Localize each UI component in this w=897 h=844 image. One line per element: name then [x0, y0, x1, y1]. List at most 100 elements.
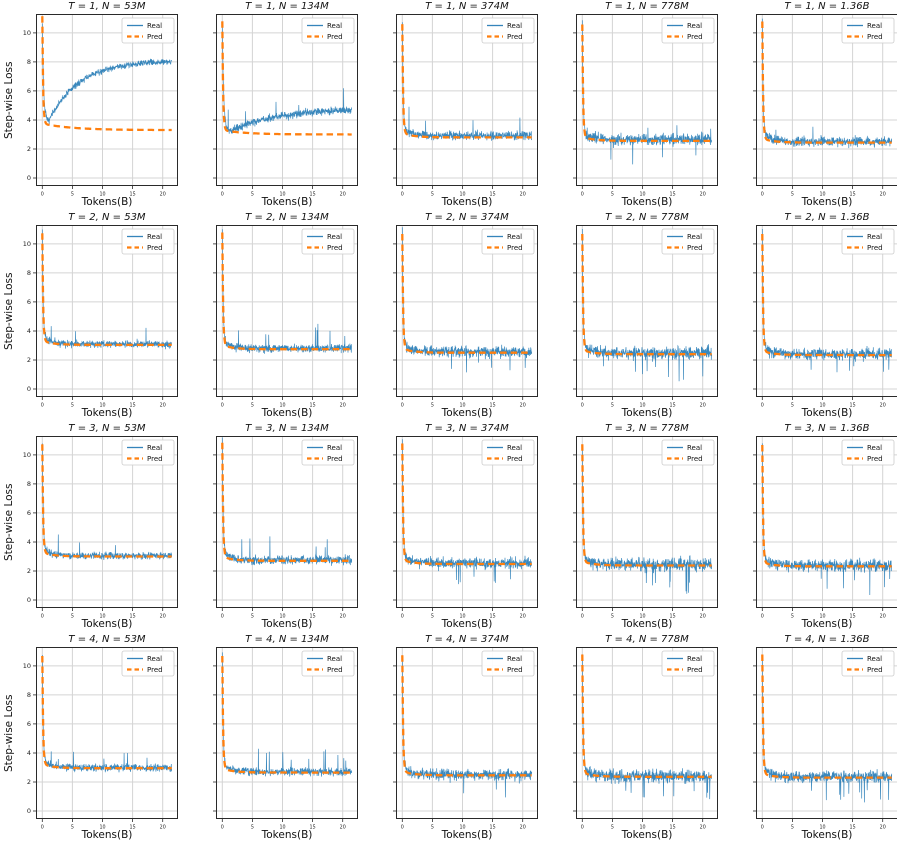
subplot-plot-T3-N134M: 0 5 10 15 20 Real Pred — [213, 436, 358, 620]
x-axis-label: Tokens(B) — [801, 196, 853, 208]
y-tick-label: 6 — [27, 87, 31, 95]
x-tick-label: 15 — [130, 825, 136, 831]
y-tick-label: 2 — [27, 356, 31, 364]
x-tick-label: 20 — [340, 614, 346, 620]
legend-pred-label: Pred — [147, 33, 163, 41]
pred-loss-curve — [401, 443, 532, 566]
legend: Real Pred — [301, 650, 355, 677]
x-tick-label: 20 — [880, 825, 886, 831]
legend: Real Pred — [481, 650, 535, 677]
x-tick-label: 20 — [160, 614, 166, 620]
x-tick-label: 20 — [880, 192, 886, 198]
subplot-plot-T4-N778M: 0 5 10 15 20 Real Pred — [573, 647, 718, 831]
y-tick-label: 0 — [27, 385, 31, 393]
y-tick-label: 10 — [23, 662, 31, 670]
x-axis-label: Tokens(B) — [441, 829, 493, 841]
legend-real-label: Real — [867, 655, 882, 663]
x-tick-label: 5 — [431, 403, 434, 409]
legend-real-label: Real — [687, 233, 702, 241]
x-tick-label: 5 — [611, 192, 614, 198]
x-axis-label: Tokens(B) — [261, 407, 313, 419]
legend-pred-label: Pred — [507, 244, 523, 252]
y-tick-label: 2 — [27, 567, 31, 575]
subplot-plot-T3-N374M: 0 5 10 15 20 Real Pred — [393, 436, 538, 620]
y-tick-label: 4 — [27, 327, 31, 335]
legend-real-label: Real — [147, 655, 162, 663]
x-tick-label: 20 — [520, 614, 526, 620]
subplot-title: T = 2, N = 1.36B — [784, 212, 870, 223]
x-tick-label: 20 — [160, 192, 166, 198]
subplot-title: T = 4, N = 374M — [425, 634, 509, 645]
x-tick-label: 15 — [850, 192, 856, 198]
legend: Real Pred — [661, 228, 715, 255]
subplot-plot-T1-N134M: 0 5 10 15 20 Real Pred — [213, 14, 358, 198]
legend: Real Pred — [481, 439, 535, 466]
pred-loss-curve — [581, 233, 712, 356]
legend: Real Pred — [661, 650, 715, 677]
pred-loss-curve — [221, 232, 352, 351]
x-tick-label: 15 — [490, 825, 496, 831]
real-loss-curve — [221, 437, 353, 566]
subplot-plot-T3-N53M: 0 5 10 15 20 0 2 4 6 8 10 Real Pred — [23, 436, 178, 620]
legend-pred-label: Pred — [687, 244, 703, 252]
pred-loss-curve — [41, 16, 172, 132]
legend: Real Pred — [301, 17, 355, 44]
x-tick-label: 10 — [819, 403, 825, 409]
x-tick-label: 5 — [71, 825, 74, 831]
y-tick-label: 4 — [27, 749, 31, 757]
x-axis-label: Tokens(B) — [81, 407, 133, 419]
x-tick-label: 5 — [251, 192, 254, 198]
y-tick-label: 2 — [27, 145, 31, 153]
x-tick-label: 0 — [761, 825, 764, 831]
x-tick-label: 5 — [431, 825, 434, 831]
x-tick-label: 5 — [71, 403, 74, 409]
x-tick-label: 0 — [401, 403, 404, 409]
pred-loss-curve — [41, 233, 172, 347]
legend-real-label: Real — [867, 233, 882, 241]
x-tick-label: 10 — [279, 825, 285, 831]
legend-pred-label: Pred — [147, 666, 163, 674]
x-tick-label: 15 — [310, 403, 316, 409]
subplot-title: T = 3, N = 134M — [245, 423, 329, 434]
x-tick-label: 15 — [490, 192, 496, 198]
y-tick-label: 2 — [27, 778, 31, 786]
x-tick-label: 0 — [221, 192, 224, 198]
x-tick-label: 10 — [279, 192, 285, 198]
pred-loss-curve — [761, 444, 892, 568]
x-tick-label: 10 — [639, 825, 645, 831]
y-tick-label: 10 — [23, 240, 31, 248]
x-tick-label: 10 — [639, 614, 645, 620]
x-tick-label: 5 — [611, 403, 614, 409]
y-tick-label: 0 — [27, 174, 31, 182]
pred-loss-curve — [41, 444, 172, 558]
legend-real-label: Real — [327, 22, 342, 30]
legend-real-label: Real — [507, 444, 522, 452]
x-tick-label: 20 — [880, 614, 886, 620]
x-tick-label: 10 — [819, 614, 825, 620]
pred-loss-curve — [401, 24, 532, 139]
pred-loss-curve — [401, 655, 532, 777]
x-tick-label: 10 — [819, 825, 825, 831]
x-tick-label: 15 — [850, 825, 856, 831]
subplot-plot-T1-N778M: 0 5 10 15 20 Real Pred — [573, 14, 718, 198]
legend: Real Pred — [121, 228, 175, 255]
x-tick-label: 20 — [700, 403, 706, 409]
real-loss-curve — [581, 447, 713, 594]
x-tick-label: 0 — [581, 614, 584, 620]
x-tick-label: 10 — [459, 192, 465, 198]
pred-loss-curve — [761, 654, 892, 779]
legend-real-label: Real — [327, 233, 342, 241]
y-tick-label: 0 — [27, 807, 31, 815]
x-tick-label: 5 — [791, 192, 794, 198]
subplot-plot-T4-N374M: 0 5 10 15 20 Real Pred — [393, 647, 538, 831]
x-axis-label: Tokens(B) — [261, 196, 313, 208]
subplot-title: T = 4, N = 53M — [68, 634, 146, 645]
x-tick-label: 15 — [490, 614, 496, 620]
legend-real-label: Real — [867, 22, 882, 30]
legend-pred-label: Pred — [507, 455, 523, 463]
x-tick-label: 5 — [71, 192, 74, 198]
legend-pred-label: Pred — [507, 666, 523, 674]
pred-loss-curve — [221, 655, 352, 774]
x-tick-label: 5 — [611, 614, 614, 620]
subplot-title: T = 3, N = 53M — [68, 423, 146, 434]
